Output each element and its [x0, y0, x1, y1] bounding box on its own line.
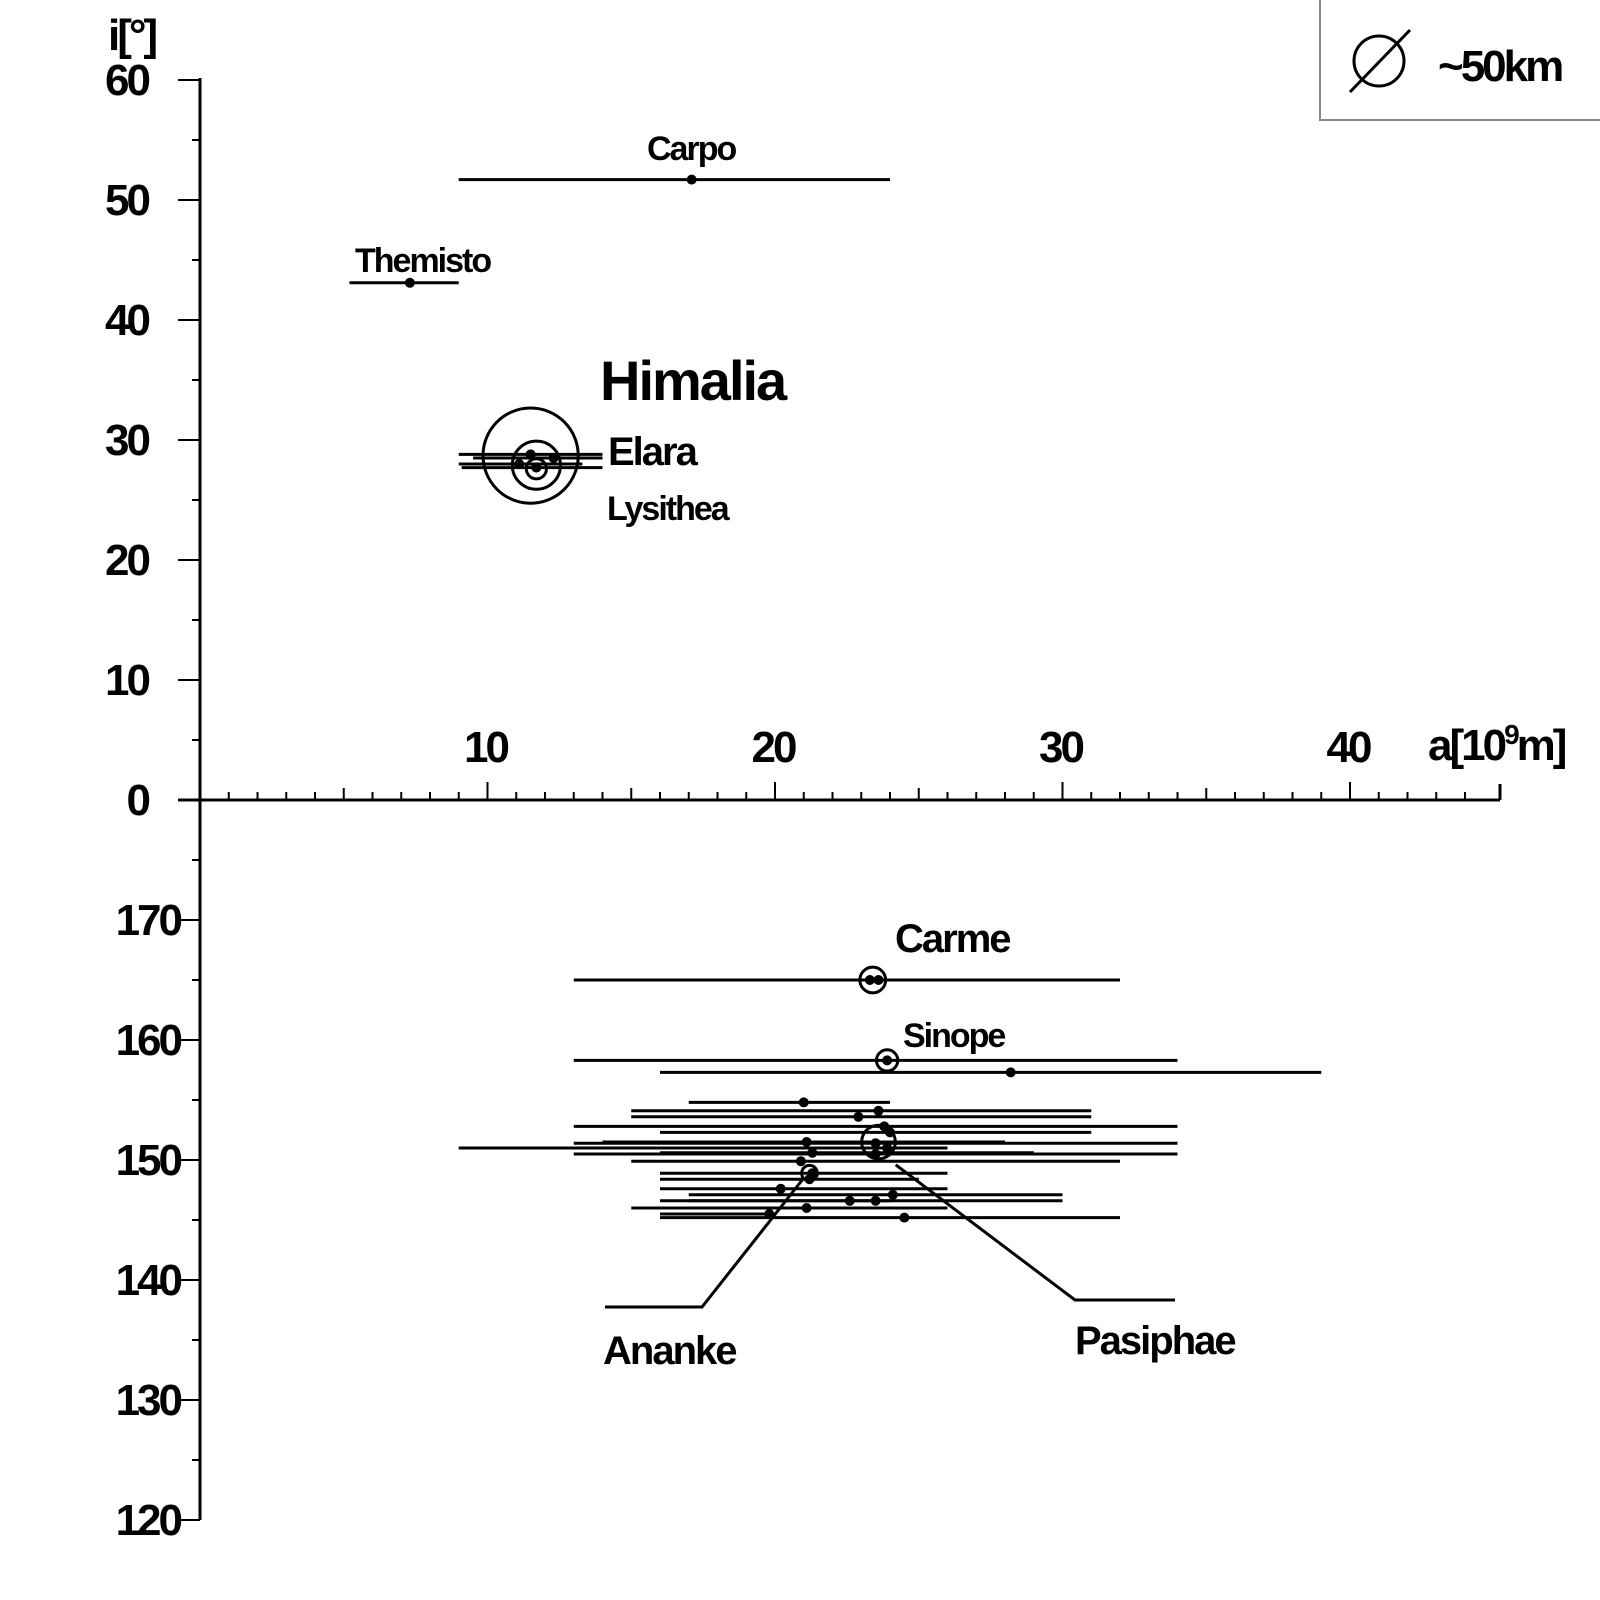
y-tick-label: 120	[116, 1496, 182, 1545]
label-sinope: Sinope	[903, 1017, 1005, 1055]
retrograde-point	[870, 1138, 881, 1149]
y-tick-label: 30	[105, 416, 149, 465]
y-tick-label: 50	[105, 176, 149, 225]
size-circle	[481, 406, 580, 505]
retrograde-point	[775, 1183, 786, 1194]
x-tick-label: 10	[464, 723, 508, 772]
y-tick-label: 140	[116, 1256, 182, 1305]
label-lysithea: Lysithea	[607, 490, 731, 528]
y-tick-label: 160	[116, 1016, 182, 1065]
y-tick-label: 0	[127, 776, 150, 825]
retrograde-point	[882, 1143, 893, 1153]
retrograde-point	[873, 1105, 884, 1116]
size-circle	[514, 459, 524, 469]
ananke-leader-line	[605, 1177, 805, 1309]
label-themisto: Themisto	[355, 242, 491, 280]
y-tick-label: 40	[105, 296, 149, 345]
y-tick-label: 60	[105, 56, 149, 105]
prograde-point	[686, 174, 697, 185]
retrograde-point	[899, 1212, 910, 1223]
x-axis-label: a[109m]	[1428, 719, 1566, 770]
retrograde-point	[795, 1156, 806, 1167]
retrograde-point	[870, 1195, 881, 1206]
y-tick-label: 10	[105, 656, 149, 705]
pasiphae-leader-line	[894, 1163, 1175, 1302]
x-axis-label-suffix: m]	[1517, 721, 1566, 770]
y-tick-label: 130	[116, 1376, 182, 1425]
size-circle	[860, 1123, 897, 1161]
y-tick-label: 170	[116, 896, 182, 945]
retrograde-point	[1005, 1067, 1016, 1078]
size-circle	[874, 1048, 900, 1073]
x-tick-label: 40	[1327, 723, 1371, 772]
prograde-point	[404, 277, 415, 288]
legend-box	[1319, 0, 1600, 121]
size-circle	[510, 439, 562, 491]
label-pasiphae: Pasiphae	[1075, 1319, 1235, 1363]
x-tick-label: 20	[752, 723, 796, 772]
label-elara: Elara	[608, 430, 699, 474]
empty-set-circle-icon	[1348, 28, 1412, 94]
size-circle	[524, 457, 548, 481]
label-carme: Carme	[895, 917, 1010, 961]
prograde-point	[548, 453, 559, 463]
x-axis-label-prefix: a[10	[1428, 721, 1506, 770]
chart-texts: i[°] a[109m] Carpo Themisto Himalia Elar…	[108, 11, 1569, 1373]
label-ananke: Ananke	[603, 1329, 736, 1373]
y-axis-label: i[°]	[108, 11, 156, 60]
retrograde-point	[801, 1203, 812, 1213]
label-himalia: Himalia	[600, 349, 788, 412]
retrograde-point	[882, 1055, 893, 1066]
axes: 10 20 30 40 0 10 20 30 40 50 60 120 130 140 150 160 170	[105, 56, 1502, 1545]
legend-text: ~50km	[1438, 42, 1562, 91]
size-circle	[800, 1163, 819, 1183]
retrograde-point	[798, 1097, 809, 1108]
x-tick-label: 30	[1039, 723, 1083, 772]
retrograde-point	[853, 1111, 864, 1122]
size-circle	[858, 965, 888, 995]
label-carpo: Carpo	[647, 130, 736, 168]
y-tick-label: 150	[116, 1136, 182, 1185]
y-tick-label: 20	[105, 536, 149, 585]
retrograde-point	[873, 975, 884, 985]
retrograde-point	[887, 1189, 898, 1200]
legend: ~50km	[1319, 0, 1600, 121]
chart-marks	[349, 174, 1322, 1309]
